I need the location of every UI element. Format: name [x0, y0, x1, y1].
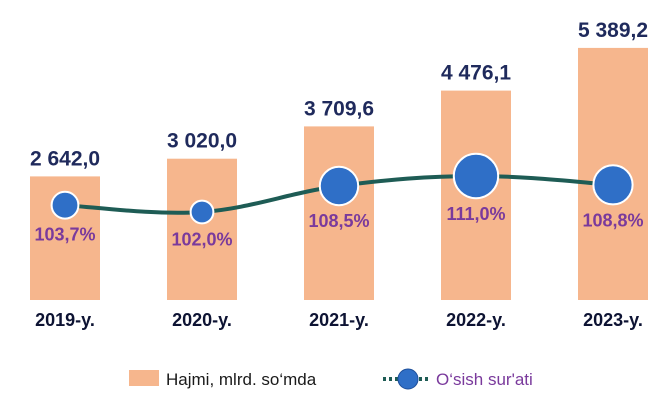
bar-2020-y.: [167, 158, 237, 300]
legend: Hajmi, mlrd. so‘mda O‘sish sur'ati: [129, 368, 533, 390]
growth-marker: [452, 152, 500, 200]
growth-marker: [50, 190, 80, 220]
category-label: 2021-y.: [309, 310, 369, 330]
legend-swatch-volume: [129, 370, 159, 386]
category-label: 2022-y.: [446, 310, 506, 330]
legend-label-volume: Hajmi, mlrd. so‘mda: [166, 370, 317, 389]
bar-2021-y.: [304, 126, 374, 301]
category-label: 2019-y.: [35, 310, 95, 330]
growth-value-label: 111,0%: [446, 204, 505, 224]
growth-value-label: 103,7%: [34, 225, 95, 245]
bar-value-label: 3 020,0: [167, 130, 237, 153]
labels-layer: 2 642,0 3 020,0 3 709,6 4 476,1 5 389,2 103,7…: [30, 19, 648, 249]
bar-value-label: 2 642,0: [30, 147, 100, 170]
legend-swatch-growth-marker: [397, 368, 419, 390]
category-label: 2023-y.: [583, 310, 643, 330]
growth-value-label: 102,0%: [171, 229, 232, 249]
growth-marker: [189, 199, 215, 225]
bar-value-label: 5 389,2: [578, 19, 648, 42]
growth-line-layer: [50, 152, 634, 225]
growth-marker: [318, 165, 360, 207]
category-axis: 2019-y. 2020-y. 2021-y. 2022-y. 2023-y.: [35, 310, 643, 330]
growth-value-label: 108,8%: [582, 210, 643, 230]
bar-value-label: 3 709,6: [304, 97, 374, 120]
bar-value-label: 4 476,1: [441, 62, 511, 85]
category-label: 2020-y.: [172, 310, 232, 330]
growth-value-label: 108,5%: [308, 211, 369, 231]
legend-label-growth: O‘sish sur'ati: [436, 370, 533, 389]
growth-marker: [592, 164, 634, 206]
